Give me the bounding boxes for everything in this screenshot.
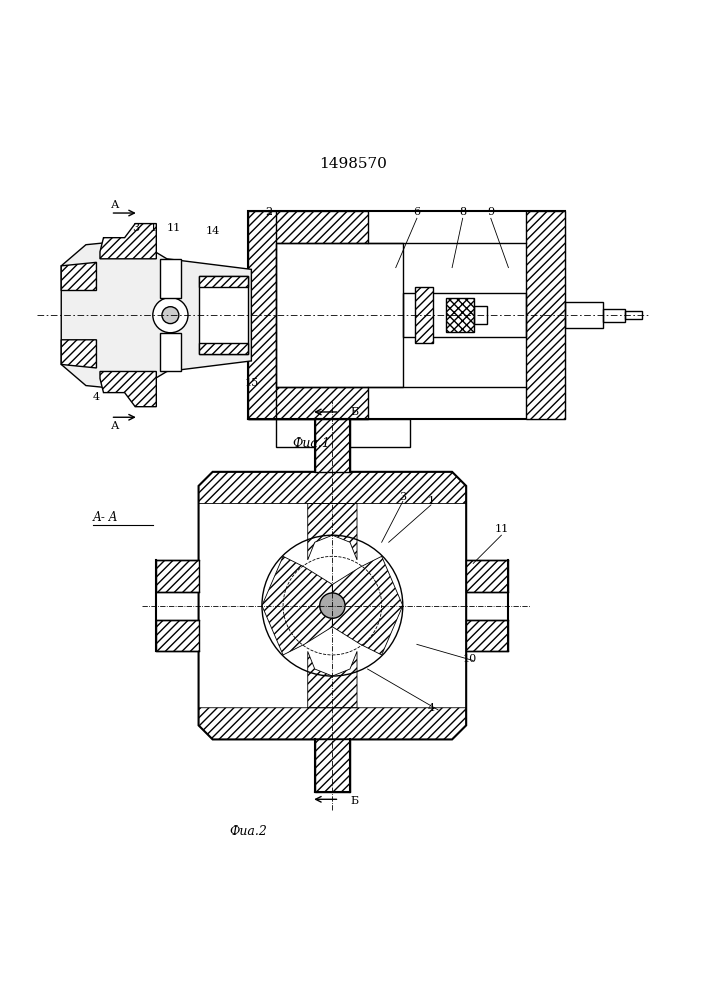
Text: 3: 3 [132, 223, 139, 233]
Bar [160, 333, 181, 371]
Polygon shape [466, 620, 508, 651]
Polygon shape [446, 298, 474, 332]
Polygon shape [199, 276, 248, 287]
Polygon shape [156, 560, 199, 592]
Polygon shape [248, 211, 368, 243]
Polygon shape [62, 241, 252, 389]
Polygon shape [199, 472, 466, 739]
Text: 15: 15 [245, 378, 259, 388]
Text: А: А [110, 421, 119, 431]
Text: 1498570: 1498570 [320, 157, 387, 171]
Text: 6: 6 [414, 207, 421, 217]
Polygon shape [315, 739, 350, 792]
Polygon shape [248, 211, 276, 419]
Text: Фиа.1: Фиа.1 [292, 437, 330, 450]
Polygon shape [62, 262, 96, 290]
Bar [403, 293, 526, 337]
Polygon shape [156, 620, 199, 651]
Text: Б: Б [350, 407, 358, 417]
Polygon shape [315, 419, 350, 472]
Bar [199, 276, 248, 354]
Bar [276, 419, 410, 447]
Text: 1: 1 [428, 496, 435, 506]
Text: 14: 14 [206, 226, 220, 236]
Polygon shape [526, 211, 565, 419]
Polygon shape [62, 340, 96, 368]
Polygon shape [248, 387, 368, 419]
Circle shape [153, 298, 188, 333]
Bar [624, 311, 642, 319]
Text: 1: 1 [149, 223, 156, 233]
Text: А- А: А- А [93, 511, 119, 524]
Bar [474, 306, 487, 324]
Text: 8: 8 [459, 207, 466, 217]
Bar [276, 243, 403, 387]
Polygon shape [199, 343, 248, 354]
Circle shape [162, 307, 179, 324]
Text: А: А [110, 200, 119, 210]
Circle shape [262, 535, 403, 676]
Text: 2: 2 [265, 207, 273, 217]
Polygon shape [466, 560, 508, 592]
Text: 11: 11 [494, 524, 508, 534]
Bar [248, 211, 565, 419]
Bar [565, 302, 604, 328]
Text: 4: 4 [93, 392, 100, 402]
Text: Фиа.2: Фиа.2 [229, 825, 267, 838]
Text: 11: 11 [167, 223, 181, 233]
Polygon shape [100, 224, 156, 259]
Bar [604, 309, 624, 322]
Text: Б: Б [350, 796, 358, 806]
Text: 9: 9 [487, 207, 494, 217]
Circle shape [320, 593, 345, 618]
Polygon shape [415, 287, 433, 343]
Text: 4: 4 [428, 703, 435, 713]
Text: 10: 10 [462, 654, 477, 664]
Text: 3: 3 [399, 492, 407, 502]
Polygon shape [100, 371, 156, 407]
Bar [160, 259, 181, 298]
